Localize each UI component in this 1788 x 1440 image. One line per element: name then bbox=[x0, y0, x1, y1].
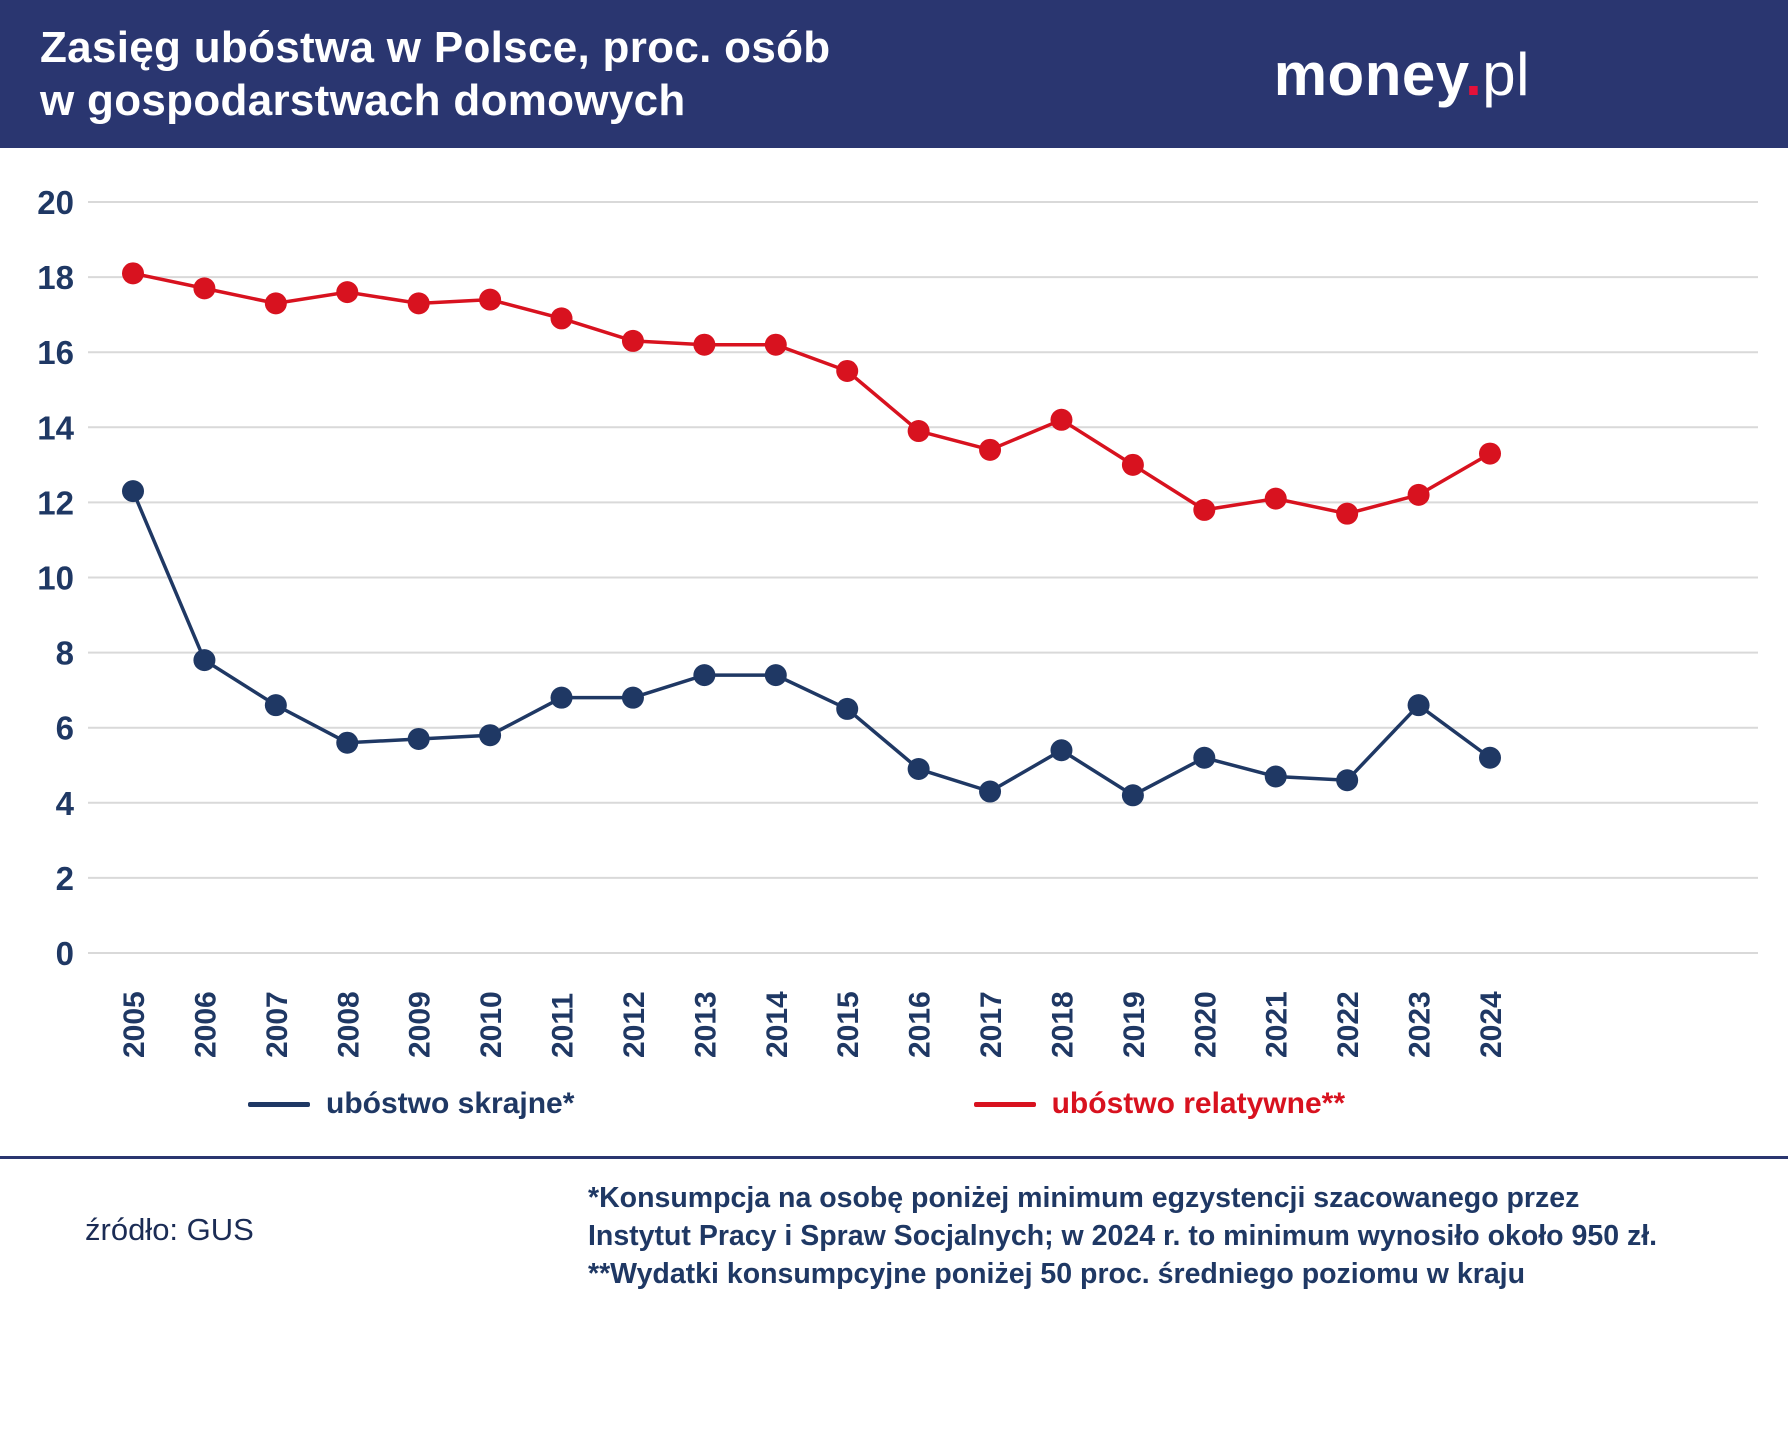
data-point-skrajne-2008 bbox=[336, 731, 359, 754]
data-point-skrajne-2012 bbox=[621, 686, 644, 709]
source-label: źródło: GUS bbox=[85, 1212, 254, 1247]
data-point-skrajne-2016 bbox=[907, 758, 930, 781]
divider-line bbox=[0, 1156, 1788, 1159]
data-point-skrajne-2020 bbox=[1193, 746, 1216, 769]
x-axis-year-label: 2011 bbox=[547, 993, 580, 1058]
x-axis-year-label: 2021 bbox=[1261, 991, 1294, 1058]
data-point-skrajne-2014 bbox=[764, 664, 787, 687]
data-point-skrajne-2017 bbox=[979, 780, 1002, 803]
data-point-relatywne-2011 bbox=[550, 307, 573, 330]
data-point-relatywne-2010 bbox=[479, 288, 502, 311]
x-axis-year-label: 2005 bbox=[118, 991, 151, 1058]
legend-item-skrajne: ubóstwo skrajne* bbox=[248, 1087, 574, 1121]
x-axis-year-label: 2010 bbox=[475, 991, 508, 1058]
data-point-relatywne-2009 bbox=[407, 292, 430, 315]
x-axis-year-label: 2015 bbox=[832, 991, 865, 1058]
infographic: Zasięg ubóstwa w Polsce, proc. osób w go… bbox=[0, 0, 1788, 1293]
x-axis-year-label: 2016 bbox=[904, 991, 937, 1058]
legend-label: ubóstwo skrajne* bbox=[326, 1087, 575, 1120]
y-axis-tick-label: 8 bbox=[56, 635, 74, 672]
footnote-1: *Konsumpcja na osobę poniżej minimum egz… bbox=[588, 1182, 1580, 1214]
legend-label: ubóstwo relatywne** bbox=[1051, 1087, 1345, 1120]
x-axis-year-label: 2020 bbox=[1189, 991, 1222, 1058]
data-point-skrajne-2009 bbox=[407, 727, 430, 750]
x-axis-year-label: 2009 bbox=[404, 991, 437, 1058]
x-axis-year-label: 2013 bbox=[689, 991, 722, 1058]
x-axis-year-label: 2006 bbox=[189, 991, 222, 1058]
x-axis-year-label: 2008 bbox=[332, 991, 365, 1058]
footnotes: *Konsumpcja na osobę poniżej minimum egz… bbox=[588, 1179, 1657, 1293]
y-axis-tick-label: 0 bbox=[56, 935, 74, 972]
x-axis-year-label: 2019 bbox=[1118, 991, 1151, 1058]
data-point-relatywne-2006 bbox=[193, 277, 216, 300]
legend-line-sample bbox=[248, 1101, 310, 1107]
footnote-2: Instytut Pracy i Spraw Socjalnych; w 202… bbox=[588, 1220, 1658, 1252]
data-point-relatywne-2018 bbox=[1050, 408, 1073, 431]
data-point-relatywne-2022 bbox=[1336, 502, 1359, 525]
data-point-relatywne-2019 bbox=[1121, 453, 1144, 476]
y-axis-tick-label: 4 bbox=[56, 785, 75, 822]
footer: źródło: GUS *Konsumpcja na osobę poniżej… bbox=[0, 1159, 1788, 1293]
data-point-relatywne-2007 bbox=[264, 292, 287, 315]
legend-item-relatywne: ubóstwo relatywne** bbox=[973, 1087, 1345, 1121]
data-point-relatywne-2015 bbox=[836, 359, 859, 382]
legend-line-sample bbox=[973, 1101, 1036, 1107]
legend: ubóstwo skrajne* ubóstwo relatywne** bbox=[0, 1070, 1788, 1138]
data-point-skrajne-2023 bbox=[1407, 694, 1430, 717]
data-point-relatywne-2005 bbox=[122, 262, 144, 285]
data-point-skrajne-2011 bbox=[550, 686, 573, 709]
data-point-skrajne-2006 bbox=[193, 649, 216, 672]
chart-title: Zasięg ubóstwa w Polsce, proc. osób w go… bbox=[40, 21, 830, 127]
y-axis-tick-label: 2 bbox=[56, 860, 74, 897]
x-axis-year-label: 2007 bbox=[261, 991, 294, 1058]
header: Zasięg ubóstwa w Polsce, proc. osób w go… bbox=[0, 0, 1788, 148]
series-line-relatywne bbox=[132, 271, 1491, 516]
data-point-relatywne-2012 bbox=[621, 329, 644, 352]
data-point-skrajne-2013 bbox=[693, 664, 716, 687]
logo-dot: . bbox=[1465, 40, 1483, 108]
x-axis-year-label: 2023 bbox=[1404, 991, 1437, 1058]
y-axis-tick-label: 14 bbox=[37, 409, 74, 446]
line-chart: 0 2 4 6 8 10 12 14 16 18 20 2005 2006 2007 2008 2009 201… bbox=[37, 184, 1758, 1058]
data-point-skrajne-2007 bbox=[264, 694, 287, 717]
y-axis-tick-label: 20 bbox=[37, 184, 74, 221]
data-point-skrajne-2005 bbox=[122, 480, 144, 503]
data-point-relatywne-2013 bbox=[693, 333, 716, 356]
x-axis-year-label: 2024 bbox=[1475, 991, 1508, 1058]
data-point-skrajne-2019 bbox=[1121, 784, 1144, 807]
logo-money-text: money bbox=[1273, 40, 1466, 108]
data-point-relatywne-2021 bbox=[1264, 487, 1287, 510]
logo-pl-text: pl bbox=[1482, 40, 1530, 108]
data-point-relatywne-2016 bbox=[907, 420, 930, 443]
data-point-skrajne-2018 bbox=[1050, 739, 1073, 762]
title-line-2: w gospodarstwach domowych bbox=[40, 76, 686, 125]
data-point-relatywne-2017 bbox=[979, 438, 1002, 461]
x-axis-year-label: 2012 bbox=[618, 991, 651, 1058]
y-axis-tick-label: 10 bbox=[37, 560, 74, 597]
x-axis-year-label: 2017 bbox=[975, 991, 1008, 1058]
data-point-skrajne-2010 bbox=[479, 724, 502, 747]
y-axis-tick-label: 12 bbox=[37, 484, 74, 521]
series-line-skrajne bbox=[131, 490, 1492, 798]
y-axis-tick-label: 16 bbox=[37, 334, 74, 371]
x-axis-year-label: 2018 bbox=[1046, 991, 1079, 1058]
data-point-relatywne-2020 bbox=[1193, 498, 1216, 521]
data-point-relatywne-2023 bbox=[1407, 483, 1430, 506]
data-point-skrajne-2015 bbox=[836, 697, 859, 720]
data-point-skrajne-2024 bbox=[1479, 746, 1501, 769]
footnote-3: **Wydatki konsumpcyjne poniżej 50 proc. … bbox=[588, 1258, 1526, 1290]
data-point-relatywne-2014 bbox=[764, 333, 787, 356]
data-point-relatywne-2024 bbox=[1479, 442, 1501, 465]
y-axis-tick-label: 6 bbox=[56, 710, 74, 747]
x-axis-year-label: 2022 bbox=[1332, 991, 1365, 1058]
y-axis-tick-label: 18 bbox=[37, 259, 74, 296]
x-axis-year-label: 2014 bbox=[761, 991, 794, 1058]
chart-area: 0 2 4 6 8 10 12 14 16 18 20 2005 2006 2007 2008 2009 201… bbox=[0, 150, 1788, 1070]
data-point-skrajne-2021 bbox=[1264, 765, 1287, 788]
title-line-1: Zasięg ubóstwa w Polsce, proc. osób bbox=[40, 23, 831, 72]
moneypl-logo: money.pl bbox=[1274, 40, 1530, 109]
data-point-skrajne-2022 bbox=[1336, 769, 1359, 792]
data-point-relatywne-2008 bbox=[336, 281, 359, 304]
